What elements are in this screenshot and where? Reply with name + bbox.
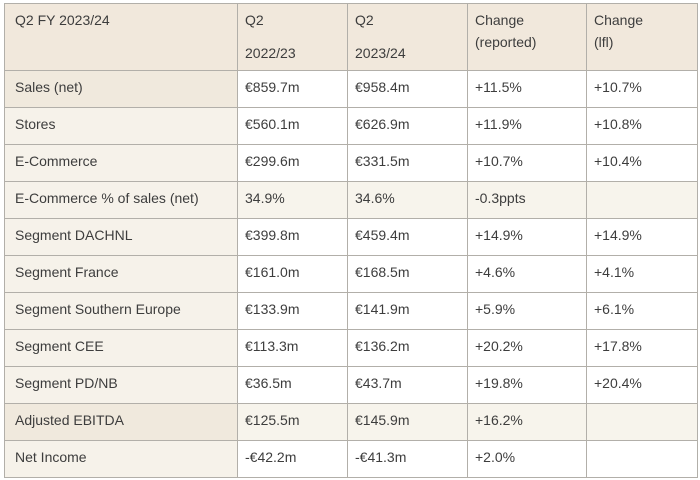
table-row: Sales (net) €859.7m €958.4m +11.5% +10.7% [4, 70, 698, 108]
table-row: E-Commerce % of sales (net) 34.9% 34.6% -0.… [4, 181, 698, 219]
value-cell: +6.1% [586, 292, 698, 330]
value-cell: €161.0m [237, 255, 348, 293]
value-cell: 34.9% [237, 181, 348, 219]
value-cell: +10.4% [586, 144, 698, 182]
value-cell: €136.2m [347, 329, 468, 367]
value-cell: +5.9% [467, 292, 587, 330]
column-header-text: Q2 [355, 12, 374, 28]
table-row: Segment France €161.0m €168.5m +4.6% +4.1% [4, 255, 698, 293]
column-header-text: Q2 [245, 12, 264, 28]
row-label-cell: Segment Southern Europe [4, 292, 238, 330]
row-label-cell: Sales (net) [4, 70, 238, 108]
value-cell: 34.6% [347, 181, 468, 219]
column-header-q2-2022-23: Q2 2022/23 [237, 3, 348, 71]
column-header-text: Change [475, 12, 525, 28]
value-cell: +20.4% [586, 366, 698, 404]
column-header-metric: Q2 FY 2023/24 [4, 3, 238, 71]
value-cell: +20.2% [467, 329, 587, 367]
value-cell: +10.7% [586, 70, 698, 108]
column-header-change-reported: Change (reported) [467, 3, 587, 71]
column-header-text: 2022/23 [245, 44, 296, 61]
table-row: Segment Southern Europe €133.9m €141.9m +5.… [4, 292, 698, 330]
column-header-text: (reported) [475, 33, 537, 50]
value-cell [586, 181, 698, 219]
value-cell: +16.2% [467, 403, 587, 441]
value-cell: €36.5m [237, 366, 348, 404]
row-label-cell: Segment PD/NB [4, 366, 238, 404]
value-cell: €958.4m [347, 70, 468, 108]
value-cell: €133.9m [237, 292, 348, 330]
row-label-cell: Stores [4, 107, 238, 145]
header-row: Q2 FY 2023/24 Q2 2022/23 Q2 2023/24 Change (re… [4, 3, 698, 71]
value-cell: +10.8% [586, 107, 698, 145]
value-cell: +11.9% [467, 107, 587, 145]
column-header-text: Change [594, 12, 644, 28]
row-label-cell: Adjusted EBITDA [4, 403, 238, 441]
value-cell: +2.0% [467, 440, 587, 478]
value-cell: €113.3m [237, 329, 348, 367]
value-cell: -0.3ppts [467, 181, 587, 219]
value-cell: €168.5m [347, 255, 468, 293]
value-cell: €43.7m [347, 366, 468, 404]
value-cell: +4.6% [467, 255, 587, 293]
table-row: Segment DACHNL €399.8m €459.4m +14.9% +14.9% [4, 218, 698, 256]
value-cell [586, 403, 698, 441]
value-cell: €626.9m [347, 107, 468, 145]
value-cell: €145.9m [347, 403, 468, 441]
value-cell: €459.4m [347, 218, 468, 256]
column-header-text: 2023/24 [355, 44, 406, 61]
value-cell: €125.5m [237, 403, 348, 441]
row-label-cell: E-Commerce % of sales (net) [4, 181, 238, 219]
table-row: Segment CEE €113.3m €136.2m +20.2% +17.8% [4, 329, 698, 367]
table-header: Q2 FY 2023/24 Q2 2022/23 Q2 2023/24 Change (re… [4, 3, 698, 71]
column-header-q2-2023-24: Q2 2023/24 [347, 3, 468, 71]
value-cell [586, 440, 698, 478]
table-row: Net Income -€42.2m -€41.3m +2.0% [4, 440, 698, 478]
value-cell: €560.1m [237, 107, 348, 145]
row-label-cell: Net Income [4, 440, 238, 478]
row-label-cell: Segment France [4, 255, 238, 293]
quarterly-results-table: Q2 FY 2023/24 Q2 2022/23 Q2 2023/24 Change (re… [4, 3, 698, 478]
value-cell: +11.5% [467, 70, 587, 108]
table-row: Segment PD/NB €36.5m €43.7m +19.8% +20.4% [4, 366, 698, 404]
column-header-text: Q2 FY 2023/24 [15, 12, 110, 28]
column-header-text: (lfl) [594, 33, 614, 50]
value-cell: €331.5m [347, 144, 468, 182]
value-cell: €299.6m [237, 144, 348, 182]
value-cell: +17.8% [586, 329, 698, 367]
value-cell: €399.8m [237, 218, 348, 256]
value-cell: €141.9m [347, 292, 468, 330]
table-body: Sales (net) €859.7m €958.4m +11.5% +10.7% Sto… [4, 70, 698, 478]
value-cell: +4.1% [586, 255, 698, 293]
row-label-cell: Segment CEE [4, 329, 238, 367]
value-cell: -€41.3m [347, 440, 468, 478]
value-cell: +10.7% [467, 144, 587, 182]
value-cell: +14.9% [467, 218, 587, 256]
table-row: E-Commerce €299.6m €331.5m +10.7% +10.4% [4, 144, 698, 182]
column-header-change-lfl: Change (lfl) [586, 3, 698, 71]
value-cell: €859.7m [237, 70, 348, 108]
value-cell: +19.8% [467, 366, 587, 404]
value-cell: +14.9% [586, 218, 698, 256]
row-label-cell: E-Commerce [4, 144, 238, 182]
table-row: Adjusted EBITDA €125.5m €145.9m +16.2% [4, 403, 698, 441]
value-cell: -€42.2m [237, 440, 348, 478]
row-label-cell: Segment DACHNL [4, 218, 238, 256]
table-row: Stores €560.1m €626.9m +11.9% +10.8% [4, 107, 698, 145]
